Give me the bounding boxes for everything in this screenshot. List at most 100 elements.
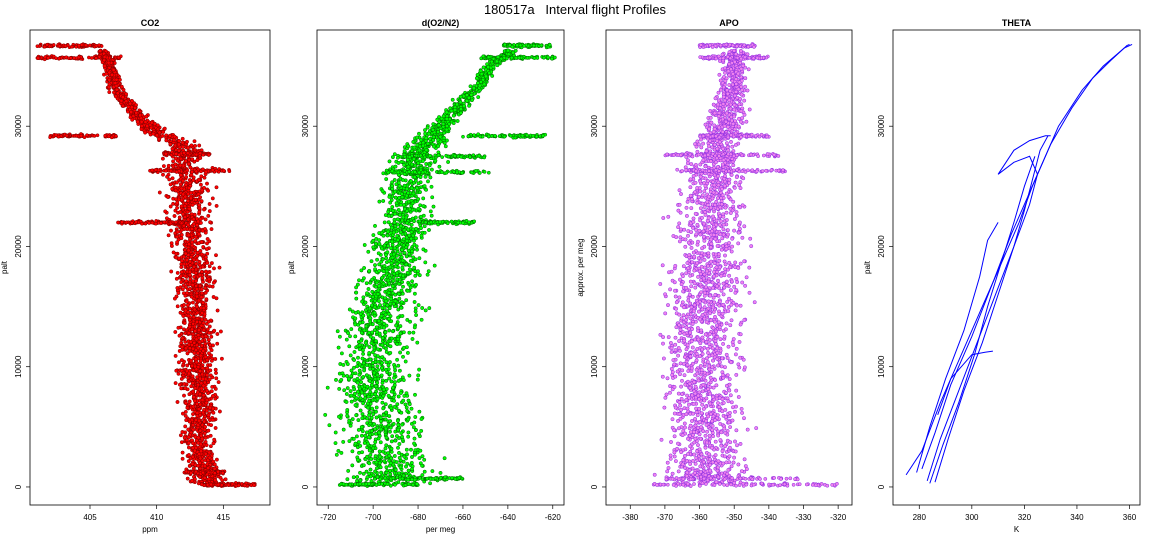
data-point xyxy=(421,204,426,209)
data-point xyxy=(387,414,392,419)
data-point xyxy=(394,323,399,328)
data-point xyxy=(355,389,360,394)
data-point xyxy=(212,437,217,442)
data-point xyxy=(411,139,416,144)
data-point xyxy=(408,258,413,263)
data-point xyxy=(354,285,359,290)
data-point xyxy=(218,329,223,334)
data-point xyxy=(383,402,388,407)
data-point xyxy=(114,87,119,92)
data-point xyxy=(412,145,417,150)
data-point xyxy=(202,427,207,432)
data-point xyxy=(186,371,191,376)
data-point xyxy=(377,199,382,204)
data-point xyxy=(183,409,188,414)
data-point xyxy=(390,434,395,439)
data-point xyxy=(356,427,361,432)
data-point xyxy=(396,337,401,341)
data-point xyxy=(362,266,367,270)
data-point xyxy=(455,119,460,123)
data-point xyxy=(362,243,367,247)
data-point xyxy=(381,233,386,238)
data-point xyxy=(183,339,188,344)
data-point xyxy=(429,167,434,172)
data-point xyxy=(377,269,382,273)
data-point xyxy=(157,136,162,141)
data-point xyxy=(407,233,412,238)
data-point xyxy=(188,263,193,268)
data-point xyxy=(68,56,73,60)
data-point xyxy=(375,373,380,378)
data-point xyxy=(354,396,359,401)
data-point xyxy=(384,360,389,365)
data-point xyxy=(364,373,369,378)
data-point xyxy=(187,349,192,354)
data-point xyxy=(190,381,195,386)
data-point xyxy=(373,392,378,397)
data-point xyxy=(398,350,403,355)
data-point xyxy=(190,282,195,287)
data-point xyxy=(390,284,395,289)
data-point xyxy=(373,384,378,389)
data-point xyxy=(197,259,202,264)
data-point xyxy=(120,95,125,100)
data-point xyxy=(333,441,338,446)
data-point xyxy=(217,409,222,414)
data-point xyxy=(327,423,332,428)
data-point xyxy=(199,199,204,204)
data-point xyxy=(397,183,402,188)
data-point xyxy=(182,150,186,155)
data-point xyxy=(349,393,354,398)
data-point xyxy=(212,466,217,471)
data-point xyxy=(170,186,175,191)
data-point xyxy=(374,325,379,330)
data-point xyxy=(173,162,178,167)
data-point xyxy=(404,238,409,243)
data-point xyxy=(200,377,205,381)
data-point xyxy=(371,245,376,250)
data-point xyxy=(397,450,401,455)
data-point xyxy=(150,220,155,225)
data-point xyxy=(366,287,371,291)
data-point xyxy=(134,220,139,224)
data-point xyxy=(334,452,339,457)
data-point xyxy=(409,447,413,452)
data-point xyxy=(416,373,421,378)
data-point xyxy=(368,386,372,391)
data-point xyxy=(513,48,518,53)
data-point xyxy=(416,206,421,211)
data-point xyxy=(394,434,399,439)
data-point xyxy=(439,116,444,121)
data-point xyxy=(215,332,220,336)
data-point xyxy=(208,368,213,373)
data-point xyxy=(364,363,369,367)
data-point xyxy=(35,44,40,49)
data-point xyxy=(143,130,148,135)
data-point xyxy=(358,408,363,413)
data-point xyxy=(387,317,392,321)
data-point xyxy=(412,300,417,304)
data-point xyxy=(370,330,375,335)
data-point xyxy=(201,328,206,333)
data-point xyxy=(212,328,217,333)
data-point xyxy=(423,131,428,136)
data-point xyxy=(379,313,384,318)
data-point xyxy=(176,197,181,202)
data-point xyxy=(375,364,380,369)
data-point xyxy=(184,258,189,262)
data-point xyxy=(396,378,401,383)
panel-title: CO2 xyxy=(141,18,160,28)
data-point xyxy=(177,333,182,338)
data-point xyxy=(150,168,155,173)
x-tick-label: 415 xyxy=(217,513,231,522)
data-point xyxy=(345,374,350,378)
data-point xyxy=(333,430,338,435)
data-point xyxy=(116,220,120,225)
data-point xyxy=(374,339,378,344)
data-point xyxy=(207,324,212,329)
data-point xyxy=(370,406,375,411)
data-point xyxy=(396,208,401,212)
data-point xyxy=(384,378,389,383)
data-point xyxy=(214,185,219,190)
data-point xyxy=(183,182,188,187)
